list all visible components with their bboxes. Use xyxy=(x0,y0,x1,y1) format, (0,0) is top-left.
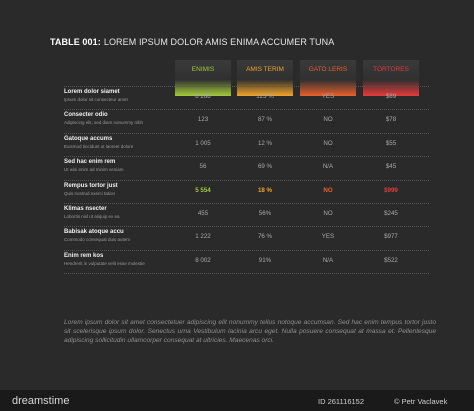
cell: 56 xyxy=(199,163,207,171)
row-divider xyxy=(64,156,429,158)
row-sublabel: Hendrerit in vulputate velit esse molest… xyxy=(64,260,145,266)
cell: 123 % xyxy=(256,93,274,100)
row-divider xyxy=(64,132,429,134)
column-header-box xyxy=(363,60,419,96)
row-sublabel: Ut wisi enim ad minim veniam xyxy=(64,167,124,173)
row-sublabel: Adipiscing elit, sed diam nonummy nibh xyxy=(64,120,144,126)
title-prefix: TABLE 001: xyxy=(50,37,101,47)
row-label: Gatoque accums xyxy=(64,135,113,142)
cell: 76 % xyxy=(257,233,273,241)
row-label: Rempus tortor just xyxy=(64,182,118,189)
cell: NO xyxy=(323,210,333,217)
row-divider xyxy=(64,226,429,228)
row-label: Consecter odio xyxy=(64,112,108,119)
row-label: Lorem dolor siamet xyxy=(64,89,120,95)
column-header: AMIS TERIM xyxy=(246,66,284,73)
cell: $977 xyxy=(384,233,398,241)
cell: $55 xyxy=(385,139,397,147)
column-header: TORTORES xyxy=(373,66,409,73)
cell: N/A xyxy=(322,163,334,171)
column-header: ENIMIS xyxy=(191,66,215,73)
column-header-box xyxy=(237,60,293,96)
cell: 8 002 xyxy=(195,256,211,264)
row-sublabel: Commodo consequat duis autem xyxy=(64,237,131,243)
cell: 12 % xyxy=(257,139,273,147)
row-divider xyxy=(64,249,429,251)
cell: 5 554 xyxy=(195,186,211,194)
cell: YES xyxy=(321,93,335,100)
table-title: TABLE 001: LOREM IPSUM DOLOR AMIS ENIMA A… xyxy=(50,37,334,47)
cell: NO xyxy=(323,116,333,124)
cell: 18 % xyxy=(257,186,273,194)
cell: 1 222 xyxy=(195,233,211,241)
row-divider xyxy=(64,273,429,275)
brand: dreamstime xyxy=(12,395,70,407)
cell: 87 % xyxy=(257,116,273,124)
footnote: Lorem ipsum dolor sit amet consectetuer … xyxy=(64,319,436,344)
row-sublabel: Lobortis nisl ut aliquip ex ea xyxy=(64,214,120,219)
cell: $999 xyxy=(384,186,398,194)
row-sublabel: Ipsum dolor sit consecteur amet xyxy=(64,97,128,102)
row-divider xyxy=(64,109,429,111)
cell: 1 005 xyxy=(195,139,211,147)
cell: N/A xyxy=(322,256,334,264)
cell: $89 xyxy=(385,93,397,100)
row-divider xyxy=(64,86,429,87)
row-divider xyxy=(64,203,429,204)
row-divider xyxy=(64,179,429,181)
cell: 123 xyxy=(197,116,209,124)
row-label: Enim rem kos xyxy=(64,252,104,259)
cell: 69 % xyxy=(257,163,273,171)
row-label: Sed hac enim rem xyxy=(64,159,116,166)
column-header-box xyxy=(175,60,231,96)
cell: 8 288 xyxy=(195,93,211,100)
cell: NO xyxy=(323,139,333,147)
title-text: LOREM IPSUM DOLOR AMIS ENIMA ACCUMER TUN… xyxy=(103,37,335,47)
footer-bar xyxy=(0,390,474,411)
author: © Petr Vaclavek xyxy=(394,397,448,406)
cell: NO xyxy=(323,186,333,194)
cell: $78 xyxy=(385,116,397,124)
cell: 56% xyxy=(258,210,272,217)
cell: $522 xyxy=(384,256,398,264)
column-header-box xyxy=(300,60,356,96)
cell: YES xyxy=(321,233,335,241)
column-header: GATO LERIS xyxy=(308,66,348,73)
cell: 455 xyxy=(197,210,209,217)
row-label: Babisak atoque accu xyxy=(64,229,124,236)
cell: $245 xyxy=(384,210,398,217)
row-sublabel: Quis nostrud exerci tation xyxy=(64,190,116,196)
cell: 91% xyxy=(258,256,272,264)
cell: $45 xyxy=(385,163,397,171)
image-id: ID 261116152 xyxy=(318,397,365,406)
row-sublabel: Euismod tincidunt ut laoreet dolore xyxy=(64,143,134,149)
row-label: Klimas nsecter xyxy=(64,206,107,212)
